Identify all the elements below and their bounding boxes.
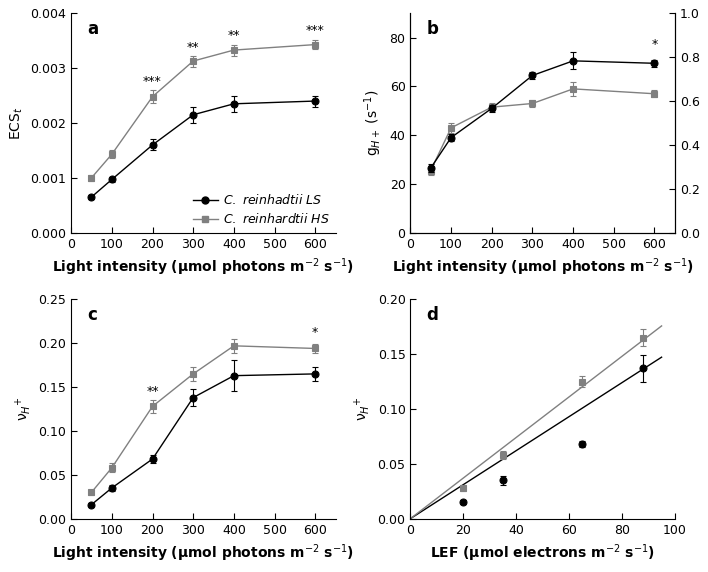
X-axis label: LEF (μmol electrons m$^{-2}$ s$^{-1}$): LEF (μmol electrons m$^{-2}$ s$^{-1}$): [430, 542, 655, 563]
X-axis label: Light intensity (μmol photons m$^{-2}$ s$^{-1}$): Light intensity (μmol photons m$^{-2}$ s…: [52, 256, 354, 277]
Text: *: *: [312, 326, 319, 339]
X-axis label: Light intensity (μmol photons m$^{-2}$ s$^{-1}$): Light intensity (μmol photons m$^{-2}$ s…: [52, 542, 354, 563]
Text: **: **: [228, 29, 240, 42]
Text: c: c: [87, 306, 97, 324]
Text: ***: ***: [306, 24, 325, 37]
Legend: $\it{C.}$ $\it{reinhadtii}$ $\it{LS}$, $\it{C.}$ $\it{reinhardtii}$ $\it{HS}$: $\it{C.}$ $\it{reinhadtii}$ $\it{LS}$, $…: [193, 193, 329, 227]
X-axis label: Light intensity (μmol photons m$^{-2}$ s$^{-1}$): Light intensity (μmol photons m$^{-2}$ s…: [392, 256, 694, 277]
Text: **: **: [147, 384, 159, 398]
Text: **: **: [187, 41, 200, 54]
Y-axis label: ν$_{H}$$^{+}$: ν$_{H}$$^{+}$: [13, 396, 33, 422]
Y-axis label: g$_{H+}$ (s$^{-1}$): g$_{H+}$ (s$^{-1}$): [362, 90, 384, 156]
Y-axis label: ν$_{H}$$^{+}$: ν$_{H}$$^{+}$: [353, 396, 372, 422]
Text: d: d: [426, 306, 438, 324]
Text: b: b: [426, 20, 438, 38]
Y-axis label: ECS$_t$: ECS$_t$: [8, 106, 25, 140]
Text: a: a: [87, 20, 98, 38]
Text: ***: ***: [143, 76, 162, 89]
Text: *: *: [651, 38, 658, 51]
